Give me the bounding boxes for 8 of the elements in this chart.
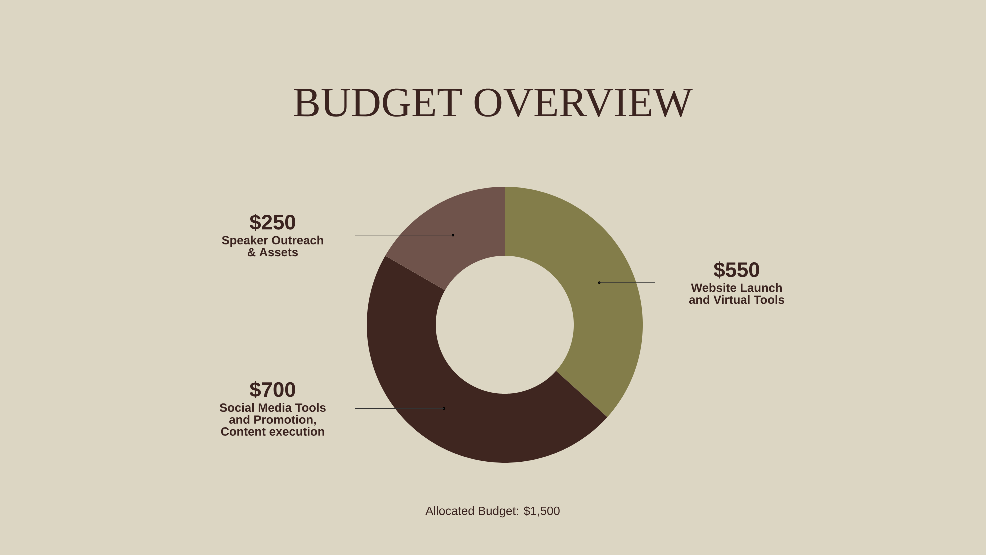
chart-title: BUDGET OVERVIEW bbox=[294, 88, 693, 118]
slice-label: Website Launch and Virtual Tools bbox=[689, 283, 784, 304]
data-label: $700 bbox=[250, 381, 296, 399]
slice-label: Speaker Outreach & Assets bbox=[222, 236, 324, 257]
data-label: $250 bbox=[250, 214, 296, 232]
slice-label: Social Media Tools and Promotion, Content execution bbox=[220, 403, 326, 436]
text: Allocated Budget: $1,500 bbox=[426, 506, 560, 518]
data-label: $550 bbox=[714, 262, 760, 279]
